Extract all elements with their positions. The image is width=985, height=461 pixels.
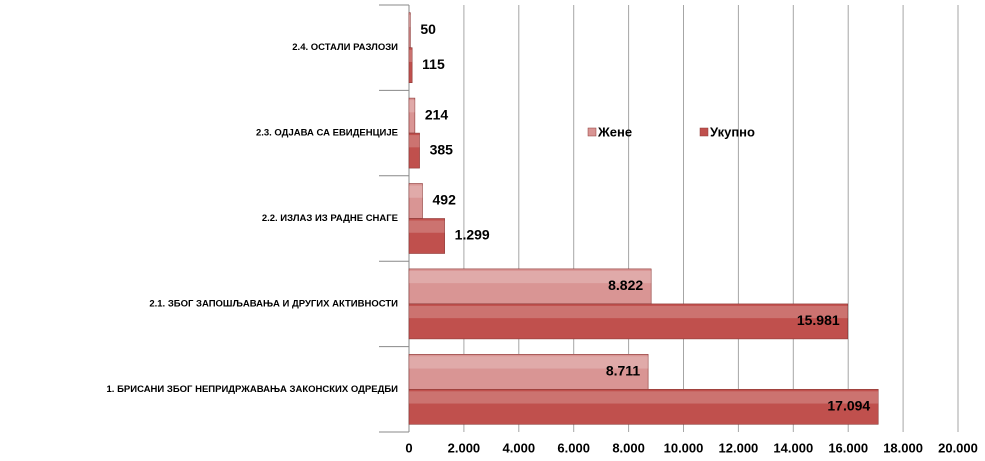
x-tick-label: 16.000	[828, 440, 868, 455]
bar-highlight	[409, 185, 423, 198]
legend-swatch	[699, 127, 709, 137]
legend-label: Жене	[597, 124, 632, 139]
bar-highlight	[409, 220, 445, 233]
x-tick-label: 4.000	[503, 440, 536, 455]
value-label: 492	[433, 192, 457, 208]
bar-highlight	[409, 305, 848, 319]
x-tick-label: 18.000	[883, 440, 923, 455]
bar-highlight	[409, 391, 879, 404]
bar	[408, 353, 649, 390]
value-label: 214	[425, 106, 449, 122]
x-tick-label: 2.000	[448, 440, 481, 455]
x-tick-label: 20.000	[938, 440, 978, 455]
value-label: 17.094	[827, 398, 870, 414]
bar-highlight	[409, 135, 420, 148]
bar-highlight	[409, 270, 652, 284]
x-tick-label: 10.000	[664, 440, 704, 455]
value-label: 15.981	[797, 312, 840, 328]
value-label: 115	[422, 56, 445, 72]
bar	[408, 268, 652, 305]
x-tick-label: 0	[405, 440, 412, 455]
bar	[408, 47, 413, 84]
bar	[408, 132, 420, 169]
x-tick-label: 12.000	[719, 440, 759, 455]
bar-highlight	[409, 14, 411, 27]
value-label: 385	[430, 141, 454, 157]
bar-highlight	[409, 356, 649, 369]
category-label: 2.3. ОДЈАВА СА ЕВИДЕНЦИЈЕ	[256, 128, 398, 139]
category-label: 2.2. ИЗЛАЗ ИЗ РАДНЕ СНАГЕ	[262, 213, 398, 224]
x-tick-label: 6.000	[557, 440, 590, 455]
category-label: 2.1. ЗБОГ ЗАПОШЉАВАЊА И ДРУГИХ АКТИВНОСТ…	[149, 298, 398, 309]
bar-highlight	[409, 100, 415, 113]
value-label: 1.299	[455, 227, 490, 243]
x-tick-label: 14.000	[773, 440, 813, 455]
category-label: 2.4. ОСТАЛИ РАЗЛОЗИ	[292, 42, 398, 53]
legend-swatch	[587, 127, 597, 137]
value-label: 8.822	[608, 277, 643, 293]
bar-highlight	[409, 49, 413, 62]
bar	[408, 218, 445, 254]
bar	[408, 303, 848, 340]
bar	[408, 388, 879, 425]
legend-label: Укупно	[710, 124, 755, 139]
category-label: 1. БРИСАНИ ЗБОГ НЕПРИДРЖАВАЊА ЗАКОНСКИХ …	[107, 384, 399, 395]
value-label: 50	[420, 21, 436, 37]
x-tick-label: 8.000	[612, 440, 645, 455]
value-label: 8.711	[606, 363, 640, 379]
